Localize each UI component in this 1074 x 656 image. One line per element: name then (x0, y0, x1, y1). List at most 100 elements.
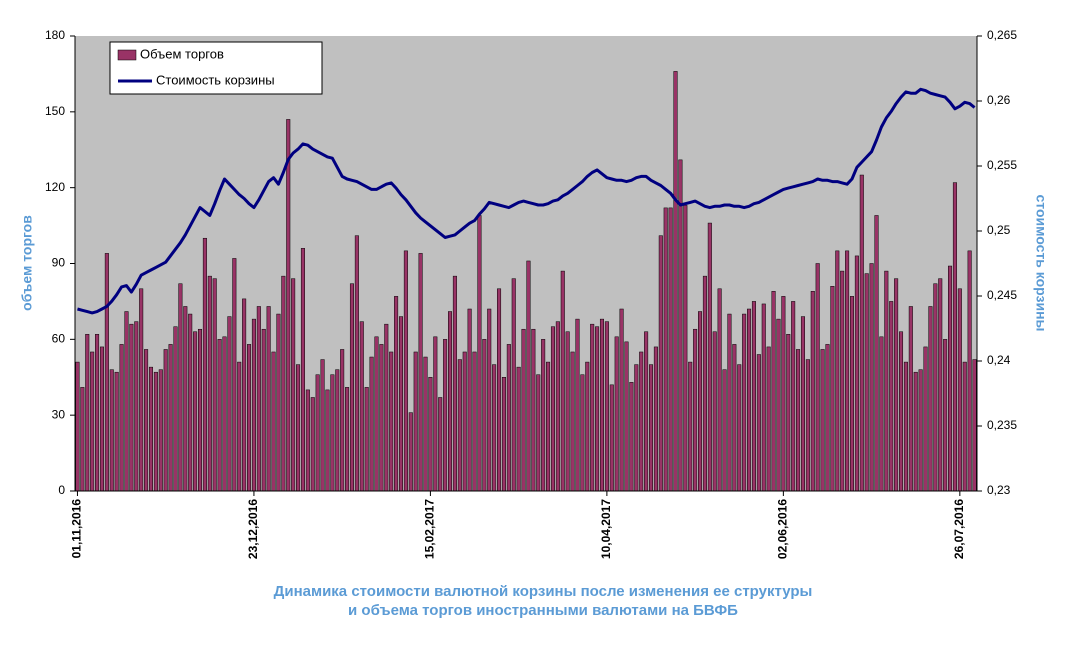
bar (869, 263, 874, 492)
bar (962, 361, 967, 492)
bar (541, 339, 546, 492)
bar (864, 273, 869, 492)
bar (129, 323, 134, 492)
y2-tick-label: 0,24 (987, 353, 1011, 367)
bar (403, 250, 408, 492)
bar (918, 369, 923, 492)
bar (457, 359, 462, 492)
bar (271, 351, 276, 492)
bar (908, 306, 913, 492)
y2-tick-label: 0,255 (987, 158, 1017, 172)
bar (629, 382, 634, 492)
bar (889, 301, 894, 492)
bar (497, 288, 502, 492)
bar (536, 374, 541, 492)
x-tick-label: 23,12,2016 (246, 499, 260, 559)
bar (345, 387, 350, 492)
bar (742, 313, 747, 492)
bar (104, 253, 109, 492)
bar (717, 288, 722, 492)
bar (506, 344, 511, 492)
bar (178, 283, 183, 492)
bar (75, 361, 80, 492)
legend-box (109, 41, 323, 95)
bar (644, 331, 649, 492)
bar (315, 374, 320, 492)
bar (830, 286, 835, 492)
bar (428, 377, 433, 492)
bar (546, 361, 551, 492)
bar (938, 278, 943, 492)
bar (335, 369, 340, 492)
bar (158, 369, 163, 492)
bar (590, 323, 595, 492)
bar (325, 389, 330, 492)
bar (330, 374, 335, 492)
x-tick-label: 02,06,2016 (776, 499, 790, 559)
bar (928, 306, 933, 492)
bar (501, 377, 506, 492)
bar (389, 351, 394, 492)
bar (550, 326, 555, 492)
bar (599, 318, 604, 492)
bar (648, 364, 654, 492)
y-tick-label: 90 (52, 256, 66, 270)
bar (492, 364, 497, 492)
bar (197, 328, 203, 492)
bar (183, 306, 188, 492)
bar (948, 265, 953, 492)
bar (595, 326, 600, 492)
legend-label: Стоимость корзины (156, 72, 275, 87)
bar (148, 366, 153, 492)
bar (320, 359, 325, 492)
bar (894, 278, 899, 492)
bar (276, 313, 281, 492)
bar (879, 336, 884, 492)
bar (756, 354, 761, 492)
bar (139, 288, 144, 492)
y2-axis-label: стоимость корзины (1033, 194, 1049, 331)
y-tick-label: 150 (45, 104, 65, 118)
bar (521, 328, 526, 492)
bar (114, 371, 119, 492)
bar (800, 316, 805, 492)
bar (761, 303, 766, 492)
bar (796, 349, 801, 492)
bar (364, 387, 369, 492)
bar (462, 351, 467, 492)
bar (109, 369, 114, 492)
bar (727, 313, 732, 492)
y-tick-label: 60 (52, 332, 66, 346)
bar (604, 321, 609, 492)
bar (634, 364, 639, 492)
bar (845, 250, 850, 492)
bar (771, 291, 776, 492)
bar (153, 371, 158, 492)
x-tick-label: 01,11,2016 (70, 499, 84, 559)
chart-title: Динамика стоимости валютной корзины посл… (274, 583, 813, 600)
bar (369, 356, 374, 492)
y2-tick-label: 0,26 (987, 93, 1011, 107)
bar (967, 250, 972, 492)
bar (722, 369, 727, 492)
bar (305, 389, 310, 492)
bar (99, 346, 104, 492)
bar (384, 323, 389, 492)
bar (732, 344, 737, 492)
x-tick-label: 10,04,2017 (599, 499, 613, 559)
legend-label: Объем торгов (140, 46, 224, 61)
legend-swatch (117, 49, 137, 61)
bar (443, 339, 448, 492)
bar (281, 275, 286, 492)
bar (340, 349, 345, 492)
bar (624, 341, 629, 492)
bar (580, 374, 585, 492)
y2-tick-label: 0,25 (987, 223, 1011, 237)
bar (256, 306, 261, 492)
bar (188, 313, 193, 492)
bar (173, 326, 178, 492)
y-tick-label: 120 (45, 180, 65, 194)
bar (560, 270, 565, 492)
bar (433, 336, 438, 492)
